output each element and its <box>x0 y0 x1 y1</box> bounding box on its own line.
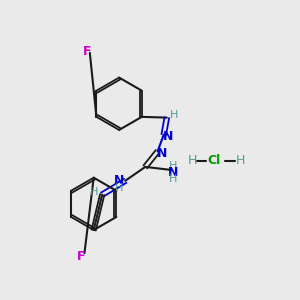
Text: N: N <box>114 174 124 187</box>
Text: H: H <box>169 174 177 184</box>
Text: H: H <box>169 161 177 171</box>
Text: N: N <box>168 166 178 179</box>
Text: F: F <box>77 250 86 263</box>
Text: N: N <box>157 146 167 160</box>
Text: F: F <box>82 45 91 58</box>
Text: H: H <box>188 154 197 167</box>
Text: N: N <box>163 130 174 142</box>
Text: H: H <box>170 110 179 119</box>
Text: H: H <box>115 184 123 194</box>
Text: H: H <box>235 154 245 167</box>
Text: Cl: Cl <box>207 154 220 167</box>
Text: H: H <box>90 187 99 196</box>
